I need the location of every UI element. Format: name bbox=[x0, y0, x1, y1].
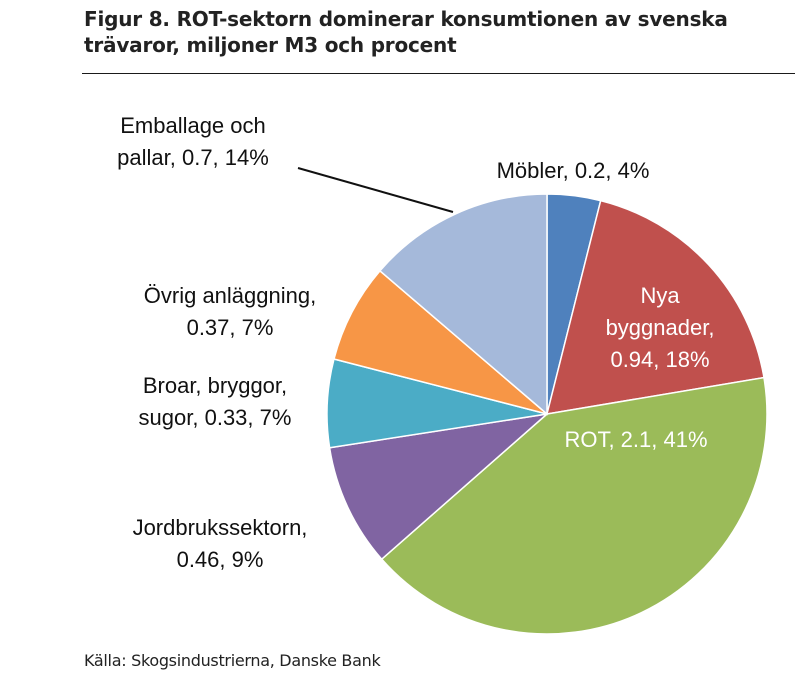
label-line: 0.94, 18% bbox=[610, 347, 709, 372]
source-note: Källa: Skogsindustrierna, Danske Bank bbox=[84, 651, 381, 670]
slice-jordbrukssektorn bbox=[328, 412, 550, 561]
label-line: Jordbrukssektorn, bbox=[133, 515, 308, 540]
slice-ovrig-anlaggning bbox=[333, 269, 548, 415]
label-rot: ROT, 2.1, 41% bbox=[564, 427, 707, 452]
label-nya-byggnader: Nya byggnader, 0.94, 18% bbox=[606, 283, 715, 372]
label-line: 0.46, 9% bbox=[177, 547, 264, 572]
label-line: Möbler, 0.2, 4% bbox=[497, 158, 650, 183]
label-line: ROT, 2.1, 41% bbox=[564, 427, 707, 452]
slice-emballage-och-pallar bbox=[378, 193, 548, 416]
slice-rot bbox=[380, 376, 768, 635]
label-line: 0.37, 7% bbox=[187, 315, 274, 340]
label-line: byggnader, bbox=[606, 315, 715, 340]
leader-lines bbox=[297, 167, 454, 213]
label-line: sugor, 0.33, 7% bbox=[139, 405, 292, 430]
label-line: Broar, bryggor, bbox=[143, 373, 287, 398]
slice-nya-byggnader bbox=[545, 199, 765, 415]
slice-labels: Möbler, 0.2, 4% Nya byggnader, 0.94, 18% ROT… bbox=[117, 113, 714, 572]
leader-line-emballage bbox=[297, 167, 454, 213]
label-line: Emballage och bbox=[120, 113, 266, 138]
label-ovrig-anlaggning: Övrig anläggning, 0.37, 7% bbox=[144, 283, 316, 340]
label-line: Nya bbox=[640, 283, 680, 308]
chart-title-line-2: trävaror, miljoner M3 och procent bbox=[84, 33, 457, 57]
chart-title-line-1: Figur 8. ROT-sektorn dominerar konsumtio… bbox=[84, 7, 728, 31]
label-line: pallar, 0.7, 14% bbox=[117, 145, 269, 170]
title-divider bbox=[82, 73, 795, 74]
label-broar-bryggor-sugor: Broar, bryggor, sugor, 0.33, 7% bbox=[139, 373, 292, 430]
pie-slices bbox=[326, 193, 768, 635]
chart-title: Figur 8. ROT-sektorn dominerar konsumtio… bbox=[84, 6, 784, 58]
label-jordbrukssektorn: Jordbrukssektorn, 0.46, 9% bbox=[133, 515, 308, 572]
label-line: Övrig anläggning, bbox=[144, 283, 316, 308]
label-emballage-och-pallar: Emballage och pallar, 0.7, 14% bbox=[117, 113, 269, 170]
label-mobler: Möbler, 0.2, 4% bbox=[497, 158, 650, 183]
